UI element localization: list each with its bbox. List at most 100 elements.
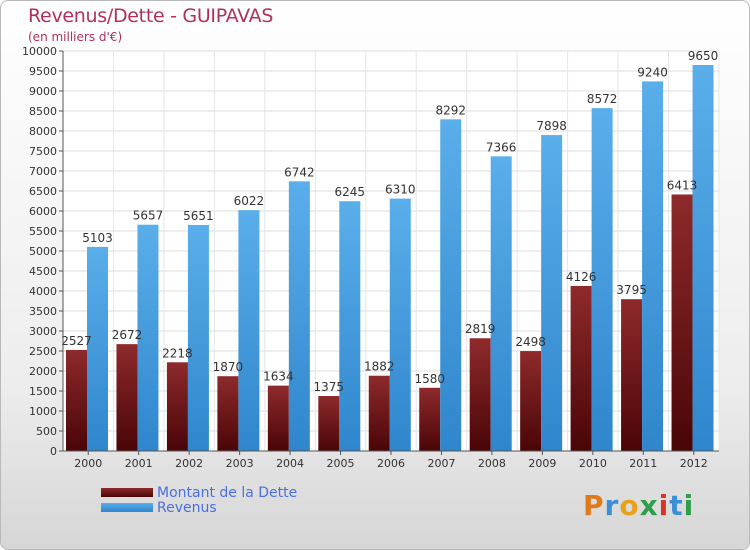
data-label-debt: 2498 <box>515 335 546 349</box>
bar-debt <box>621 299 643 451</box>
y-tick-label: 9000 <box>29 85 57 98</box>
bar-revenue <box>541 135 563 451</box>
chart-subtitle: (en milliers d'€) <box>28 30 123 44</box>
x-tick-label: 2006 <box>377 457 405 470</box>
data-label-revenue: 9650 <box>688 49 719 63</box>
data-label-revenue: 7898 <box>536 119 567 133</box>
bar-debt <box>66 349 87 451</box>
y-tick-label: 6000 <box>29 205 57 218</box>
y-tick-label: 2500 <box>29 345 57 358</box>
y-tick-label: 8500 <box>29 105 57 118</box>
legend-label-revenue: Revenus <box>157 499 217 516</box>
bar-debt <box>520 351 542 451</box>
logo-letter: P <box>583 489 605 522</box>
data-label-debt: 2218 <box>162 346 193 360</box>
bar-revenue <box>137 224 159 451</box>
bar-revenue <box>339 201 361 451</box>
logo-letter: x <box>639 489 659 522</box>
data-label-revenue: 9240 <box>637 65 668 79</box>
x-tick-label: 2007 <box>427 457 455 470</box>
data-label-debt: 6413 <box>667 178 698 192</box>
y-tick-label: 3000 <box>29 325 57 338</box>
y-tick-label: 7000 <box>29 165 57 178</box>
data-label-debt: 1375 <box>314 380 345 394</box>
x-tick-label: 2004 <box>276 457 304 470</box>
data-label-revenue: 5657 <box>133 209 164 223</box>
x-tick-label: 2003 <box>226 457 254 470</box>
bar-revenue <box>187 224 209 451</box>
logo-letter: o <box>619 489 640 522</box>
data-label-debt: 2819 <box>465 322 496 336</box>
y-tick-label: 6500 <box>29 185 57 198</box>
y-tick-label: 4000 <box>29 285 57 298</box>
proxiti-logo: Proxiti <box>583 489 694 522</box>
chart-title: Revenus/Dette - GUIPAVAS <box>28 5 274 27</box>
x-tick-label: 2008 <box>478 457 506 470</box>
y-tick-label: 3500 <box>29 305 57 318</box>
data-label-debt: 1882 <box>364 360 395 374</box>
y-tick-label: 5000 <box>29 245 57 258</box>
y-tick-label: 10000 <box>22 45 57 58</box>
bar-debt <box>570 285 592 451</box>
legend-item-debt: Montant de la Dette <box>101 484 298 501</box>
legend-swatch-revenue <box>101 503 153 512</box>
data-label-revenue: 6742 <box>284 165 315 179</box>
logo-letter: i <box>658 489 670 522</box>
legend-label-debt: Montant de la Dette <box>157 484 298 501</box>
y-tick-label: 500 <box>36 425 57 438</box>
bar-revenue <box>87 246 108 451</box>
logo-letter: t <box>669 489 684 522</box>
bar-debt <box>116 344 138 451</box>
legend-swatch-debt <box>101 488 153 497</box>
data-label-debt: 2527 <box>61 334 92 348</box>
data-label-debt: 1580 <box>414 372 445 386</box>
x-tick-label: 2002 <box>175 457 203 470</box>
bar-debt <box>368 375 390 451</box>
data-label-revenue: 5651 <box>183 209 214 223</box>
x-tick-label: 2010 <box>579 457 607 470</box>
data-label-revenue: 5103 <box>82 231 113 245</box>
data-label-debt: 2672 <box>112 328 143 342</box>
bar-revenue <box>490 156 512 452</box>
x-tick-label: 2005 <box>327 457 355 470</box>
bar-debt <box>419 387 441 451</box>
y-tick-label: 1500 <box>29 385 57 398</box>
x-tick-label: 2000 <box>74 457 102 470</box>
y-tick-label: 7500 <box>29 145 57 158</box>
x-tick-label: 2012 <box>680 457 708 470</box>
data-label-debt: 1634 <box>263 370 294 384</box>
data-label-revenue: 7366 <box>486 140 517 154</box>
bar-revenue <box>692 65 714 451</box>
y-tick-label: 1000 <box>29 405 57 418</box>
x-tick-label: 2011 <box>629 457 657 470</box>
data-label-revenue: 6245 <box>335 185 366 199</box>
bar-revenue <box>440 119 462 451</box>
data-label-revenue: 6310 <box>385 183 416 197</box>
y-tick-label: 5500 <box>29 225 57 238</box>
data-label-debt: 1870 <box>213 360 244 374</box>
logo-letter: i <box>683 489 695 522</box>
bar-revenue <box>389 198 411 451</box>
bar-debt <box>671 194 693 452</box>
bar-revenue <box>288 181 310 451</box>
bar-debt <box>166 362 188 451</box>
y-tick-label: 8000 <box>29 125 57 138</box>
bar-debt <box>217 376 239 451</box>
data-label-revenue: 6022 <box>234 194 265 208</box>
y-tick-label: 2000 <box>29 365 57 378</box>
data-label-revenue: 8292 <box>435 103 466 117</box>
bar-debt <box>318 396 340 451</box>
y-tick-label: 9500 <box>29 65 57 78</box>
x-tick-label: 2009 <box>528 457 556 470</box>
legend-item-revenue: Revenus <box>101 499 297 516</box>
chart-legend: Montant de la Dette Revenus <box>101 484 298 516</box>
bar-revenue <box>591 108 613 452</box>
y-tick-label: 4500 <box>29 265 57 278</box>
bar-debt <box>267 385 289 451</box>
data-label-debt: 3795 <box>616 283 647 297</box>
data-label-debt: 4126 <box>566 270 597 284</box>
bar-debt <box>469 338 491 451</box>
x-tick-label: 2001 <box>125 457 153 470</box>
